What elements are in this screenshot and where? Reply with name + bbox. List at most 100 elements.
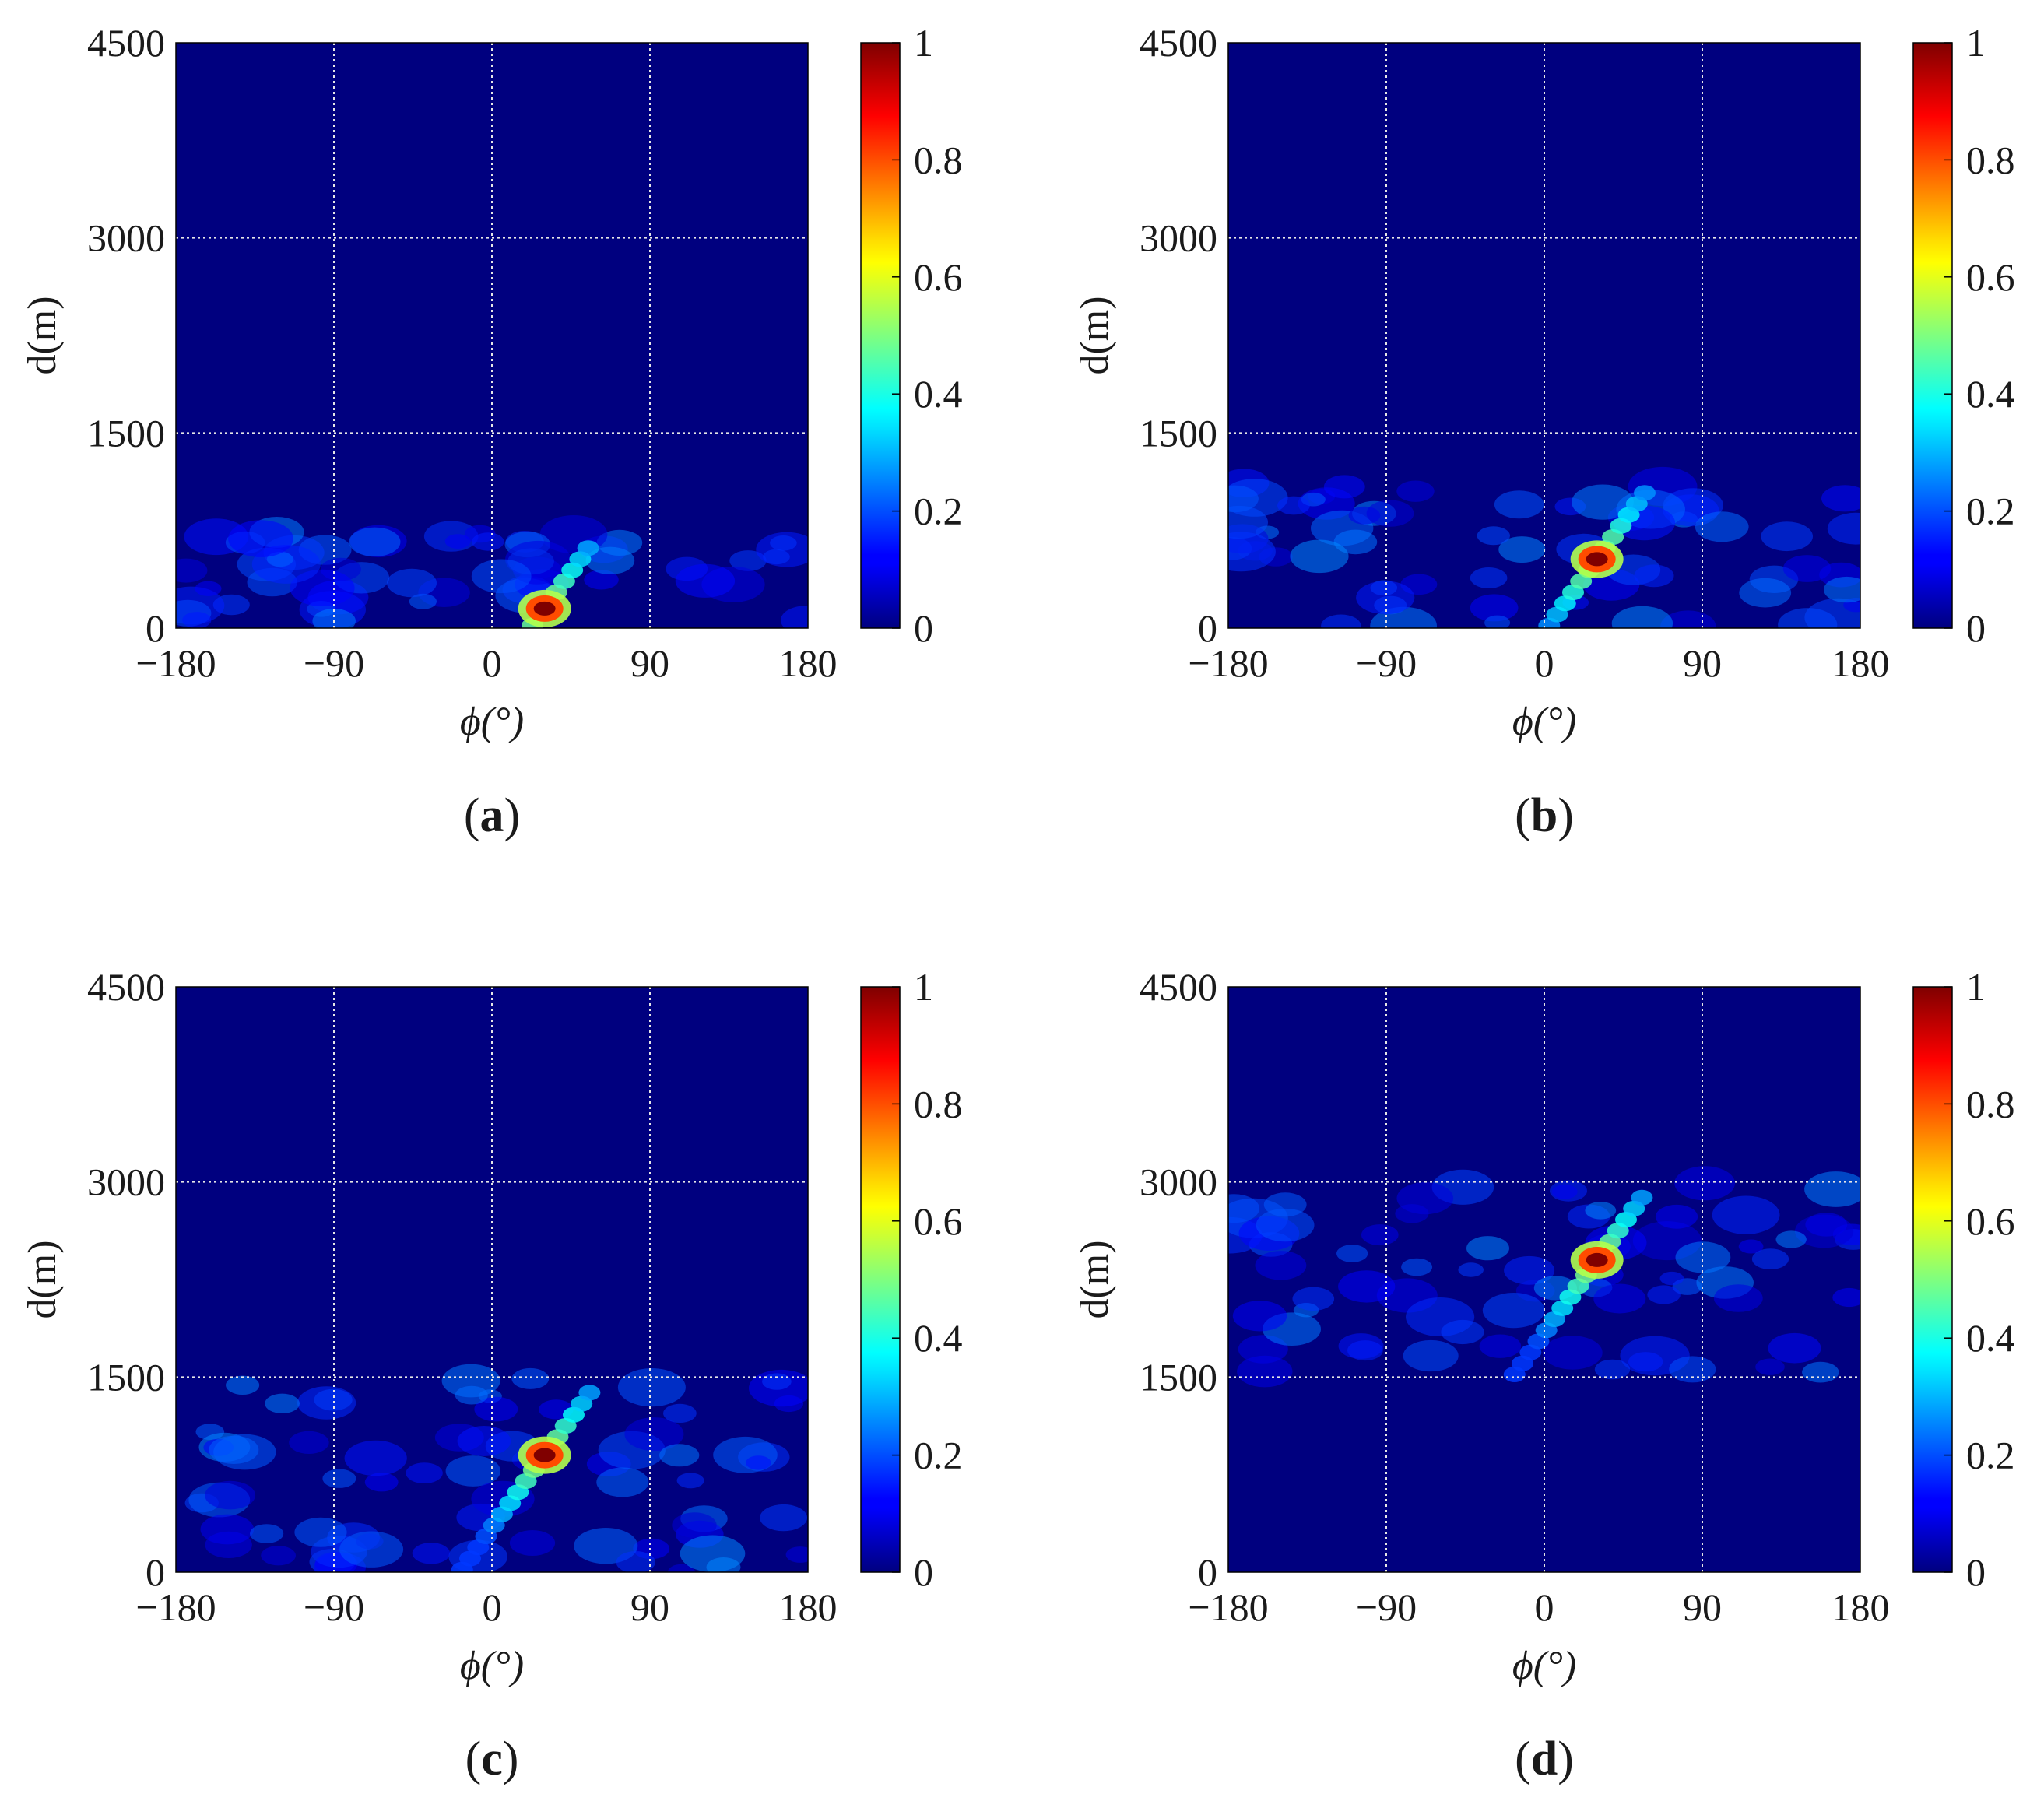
sidelobe-blob [1361,1224,1399,1246]
sidelobe-blob [1441,1319,1484,1345]
sidelobe-blob [182,612,212,628]
sidelobe-blob [364,1473,399,1492]
colorbar: 0 0.2 0.4 0.6 0.8 1 [1912,21,2015,650]
panel-c: −180 −90 0 90 180 0 1500 3000 4500 ϕ(°) d(m) 0 0.2 0.… [20,965,963,1785]
sidelobe-blob [584,570,619,590]
colorbar-tick-label: 0.8 [1966,1082,2015,1125]
sidelobe-blob [294,1517,347,1547]
sidelobe-blob [1256,1208,1315,1242]
sidelobe-blob [1356,581,1415,615]
sidelobe-blob [1479,1334,1522,1358]
sidelobe-blob [781,606,808,628]
colorbar-tick-label: 1 [914,21,933,65]
sidelobe-blob [312,609,356,628]
colorbar-tick-label: 0.6 [1966,255,2015,299]
y-axis-label: d(m) [1073,1240,1117,1318]
colorbar: 0 0.2 0.4 0.6 0.8 1 [860,965,963,1594]
panel-d: −180 −90 0 90 180 0 1500 3000 4500 ϕ(°) d(m) 0 0.2 0.… [1073,965,2015,1785]
peak-point [1586,552,1608,567]
sidelobe-blob [1338,1270,1396,1303]
sidelobe-blob [785,1546,808,1563]
sidelobe-blob [1775,1230,1807,1248]
sidelobe-blob [1821,485,1860,512]
sidelobe-blob [1323,475,1365,499]
sidelobe-blob [675,563,736,598]
sidelobe-blob [1585,1202,1617,1220]
sidelobe-blob [1347,1340,1383,1361]
sidelobe-blob [441,1364,500,1398]
y-tick-label: 1500 [87,411,165,455]
panel-label: (d) [1515,1733,1574,1785]
panel-label: (b) [1515,789,1574,842]
sidelobe-blob [1494,490,1544,519]
colorbar-gradient [1912,986,1953,1573]
plot-frame [1227,42,1861,629]
colorbar-tick-label: 0 [1966,1550,1986,1594]
sidelobe-blob [387,568,437,598]
y-tick-label: 4500 [1140,965,1217,1009]
colorbar-gradient [860,42,901,629]
colorbar: 0 0.2 0.4 0.6 0.8 1 [1912,965,2015,1594]
sidelobe-blob [406,1462,443,1483]
sidelobe-blob [1761,521,1813,552]
sidelobe-blob [250,1524,284,1543]
colorbar-tick-label: 0.2 [914,490,963,533]
ridge-lobe [1631,1189,1653,1206]
x-tick-label: 0 [483,1585,502,1629]
sidelobe-blob [1739,578,1792,608]
grid [1228,43,1860,628]
x-axis-label: ϕ(°) [1512,1644,1576,1688]
sidelobe-blob [1366,500,1414,527]
sidelobe-blob [1755,1358,1785,1375]
sidelobe-blob [1594,1359,1631,1380]
y-tick-label: 3000 [1140,1160,1217,1204]
colorbar-tick-label: 1 [1966,965,1986,1009]
sidelobe-blob [1551,1185,1578,1199]
colorbar-tick-label: 0.4 [914,372,963,416]
sidelobe-blob [1401,1258,1433,1276]
sidelobe-blob [205,1480,255,1510]
x-tick-label: −90 [304,1585,364,1629]
panel-label: (c) [465,1733,519,1785]
x-tick-label: 180 [779,1585,838,1629]
x-tick-label: −180 [135,641,216,685]
x-tick-label: −90 [1356,641,1417,685]
sidelobe-blob [1255,1251,1307,1280]
grid [176,987,808,1572]
sidelobe-blob [412,1543,451,1564]
sidelobe-blob [444,534,471,549]
sidelobe-blob [659,1444,700,1467]
colorbar-tick-label: 0 [914,1550,933,1594]
sidelobe-blob [409,593,437,609]
sidelobe-blob [1713,1284,1763,1312]
sidelobe-blob [509,1530,556,1556]
sidelobe-blob [265,1393,300,1414]
x-axis-label: ϕ(°) [1512,700,1576,744]
sidelobe-blob [1292,1287,1335,1311]
sidelobe-blob [617,1368,686,1407]
colorbar-tick-label: 0.6 [914,255,963,299]
colorbar-tick-label: 1 [914,965,933,1009]
sidelobe-blob [472,532,504,551]
sidelobe-blob [228,520,293,557]
colorbar-tick-label: 0.6 [1966,1199,2015,1243]
colorbar-tick-label: 0.6 [914,1199,963,1243]
sidelobe-blob [1228,1194,1259,1223]
x-tick-label: −90 [304,641,364,685]
x-tick-label: −90 [1356,1585,1417,1629]
colorbar: 0 0.2 0.4 0.6 0.8 1 [860,21,963,650]
x-tick-label: 90 [1683,1585,1722,1629]
ridge-lobe [577,540,599,556]
colorbar-tick-label: 0.2 [914,1434,963,1477]
x-tick-label: 0 [483,641,502,685]
x-tick-label: 0 [1535,641,1554,685]
peak-point [533,1448,556,1462]
sidelobe-blob [1466,1236,1509,1261]
colorbar-tick-label: 0.8 [1966,138,2015,181]
sidelobe-blob [1403,1339,1459,1372]
panel-a: −180 −90 0 90 180 0 1500 3000 4500 ϕ(°) d(m) 0 0.2 0.… [20,21,963,842]
sidelobe-blob [1504,1255,1555,1285]
sidelobe-blob [616,1551,655,1572]
sidelobe-blob [176,558,208,583]
